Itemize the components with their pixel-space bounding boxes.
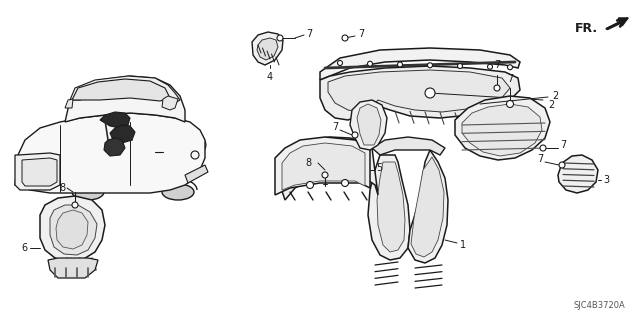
Polygon shape [275,137,370,195]
Polygon shape [320,48,520,80]
Polygon shape [15,153,60,190]
Polygon shape [185,165,208,183]
Circle shape [367,61,372,66]
Text: SJC4B3720A: SJC4B3720A [573,301,625,310]
Circle shape [540,145,546,151]
Circle shape [342,35,348,41]
Polygon shape [252,32,283,65]
Polygon shape [65,76,185,122]
Polygon shape [320,66,520,120]
Circle shape [342,180,349,187]
Text: 7: 7 [494,60,500,70]
Text: 5: 5 [376,163,382,173]
Polygon shape [280,137,378,200]
Text: 2: 2 [552,91,558,101]
Circle shape [322,172,328,178]
Circle shape [425,88,435,98]
Polygon shape [408,150,448,263]
Polygon shape [56,210,88,249]
Circle shape [352,132,358,138]
Circle shape [506,100,513,108]
Polygon shape [372,137,445,155]
Text: 6: 6 [22,243,28,253]
Ellipse shape [198,139,206,151]
Polygon shape [328,70,510,112]
Text: 4: 4 [267,72,273,82]
Ellipse shape [162,184,194,200]
Polygon shape [100,112,130,128]
Circle shape [307,182,314,189]
Polygon shape [104,138,125,156]
Polygon shape [455,96,550,160]
Circle shape [488,64,493,69]
Polygon shape [65,99,73,108]
Text: 7: 7 [306,29,312,39]
Polygon shape [110,125,135,143]
Text: 7: 7 [507,74,513,84]
Polygon shape [377,162,405,252]
Text: 7: 7 [358,29,364,39]
Text: 8: 8 [59,183,65,193]
Polygon shape [350,100,387,150]
Polygon shape [411,157,444,257]
Polygon shape [22,158,57,186]
Polygon shape [50,205,97,255]
Text: 3: 3 [603,175,609,185]
Text: 8: 8 [306,158,312,168]
Polygon shape [15,113,205,193]
Text: FR.: FR. [575,21,598,34]
Circle shape [191,151,199,159]
Circle shape [559,162,565,168]
Polygon shape [48,258,98,278]
Polygon shape [70,76,180,103]
Text: 7: 7 [332,122,338,132]
Polygon shape [72,79,170,101]
Polygon shape [40,196,105,262]
Text: 2: 2 [548,100,554,110]
Circle shape [428,63,433,68]
Text: 1: 1 [460,240,466,250]
Circle shape [397,62,403,67]
Circle shape [508,65,513,70]
Text: 7: 7 [560,140,566,150]
Polygon shape [558,155,598,193]
Polygon shape [162,96,178,110]
Text: 7: 7 [537,154,543,164]
Circle shape [494,85,500,91]
Polygon shape [368,155,410,260]
Polygon shape [357,104,381,145]
Ellipse shape [72,184,104,200]
Circle shape [72,202,78,208]
Polygon shape [257,38,278,60]
Circle shape [458,63,463,69]
Polygon shape [282,143,365,190]
Circle shape [277,35,283,41]
Polygon shape [462,104,542,156]
Circle shape [337,61,342,65]
